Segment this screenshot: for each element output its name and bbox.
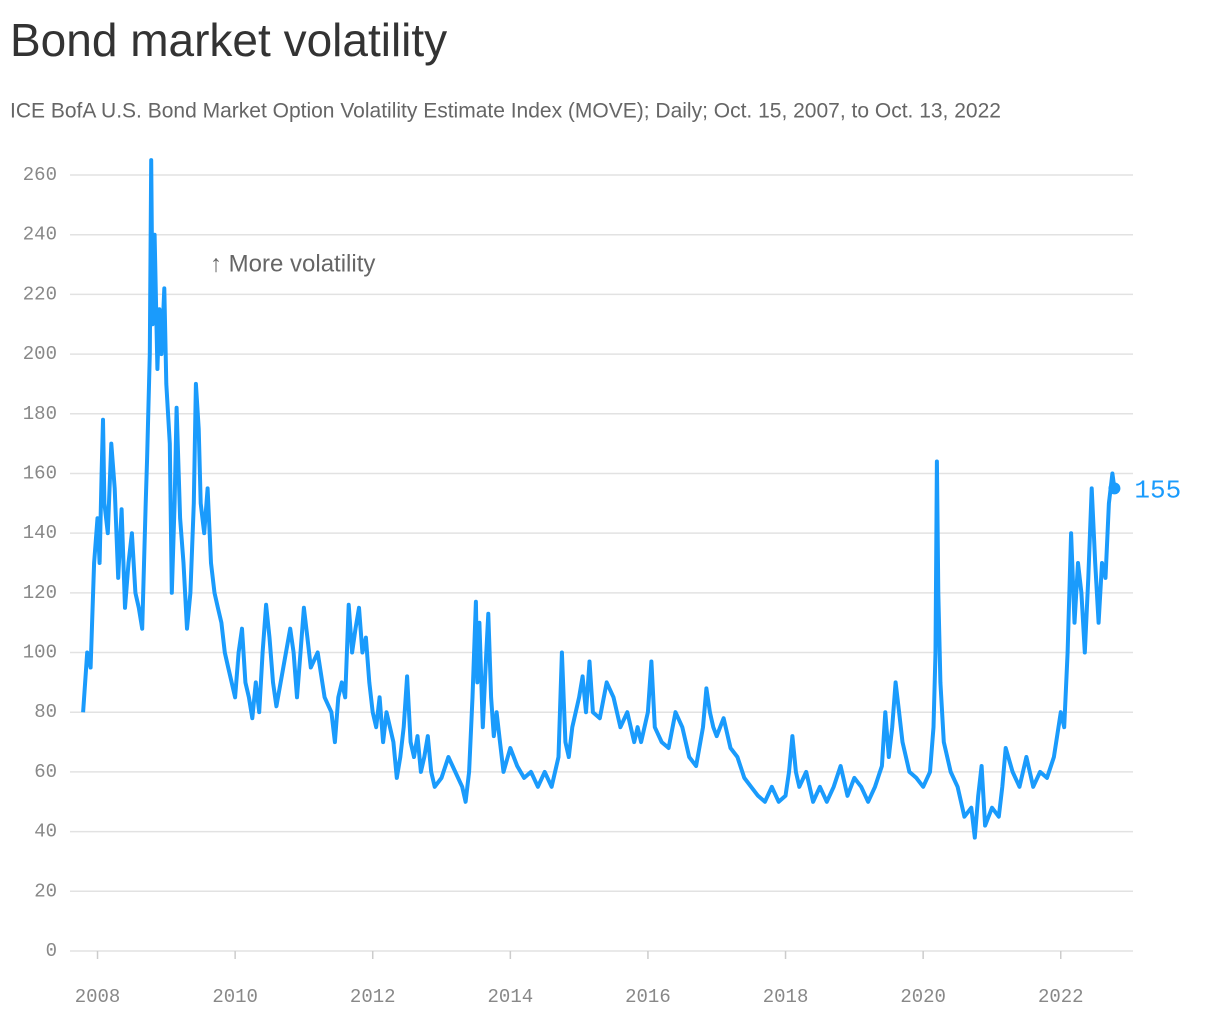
annotation: ↑ More volatility [210, 250, 375, 277]
y-tick-label: 120 [23, 582, 57, 604]
end-label: 155 [1134, 475, 1181, 505]
x-tick-label: 2008 [75, 986, 121, 1008]
y-tick-label: 100 [23, 642, 57, 664]
y-tick-label: 200 [23, 343, 57, 365]
y-tick-label: 220 [23, 283, 57, 305]
y-tick-label: 160 [23, 462, 57, 484]
y-tick-label: 40 [34, 821, 57, 843]
y-tick-label: 60 [34, 761, 57, 783]
y-tick-label: 180 [23, 403, 57, 425]
y-tick-label: 240 [23, 224, 57, 246]
chart-subtitle: ICE BofA U.S. Bond Market Option Volatil… [10, 100, 1001, 123]
chart-title: Bond market volatility [10, 14, 447, 66]
x-tick-label: 2018 [763, 986, 809, 1008]
y-tick-label: 20 [34, 880, 57, 902]
x-tick-label: 2014 [488, 986, 534, 1008]
x-tick-label: 2010 [212, 986, 258, 1008]
x-tick-label: 2012 [350, 986, 396, 1008]
end-point [1108, 482, 1121, 495]
y-tick-label: 0 [46, 940, 57, 962]
y-tick-label: 80 [34, 701, 57, 723]
line [81, 158, 1117, 840]
x-tick-label: 2016 [625, 986, 671, 1008]
y-tick-label: 140 [23, 522, 57, 544]
x-tick-label: 2022 [1038, 986, 1084, 1008]
x-tick-label: 2020 [900, 986, 946, 1008]
y-tick-label: 260 [23, 164, 57, 186]
